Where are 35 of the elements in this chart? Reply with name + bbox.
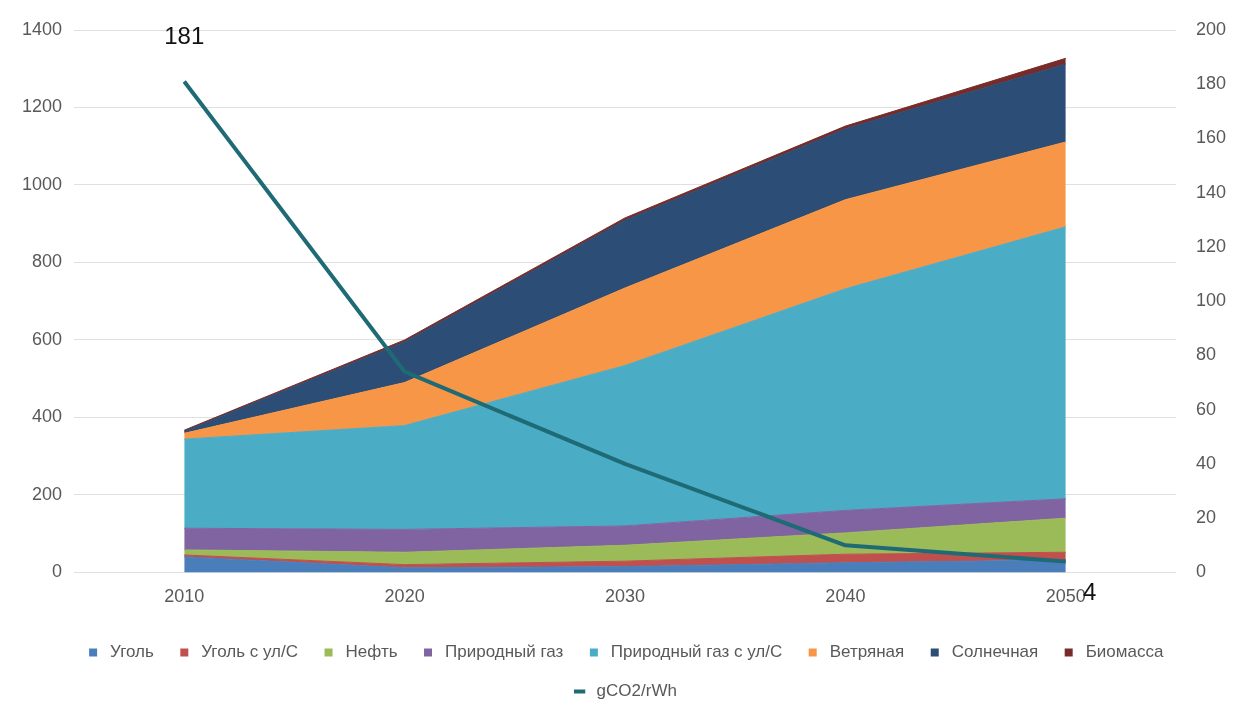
y2-tick-label: 40	[1195, 452, 1216, 473]
legend-label: Солнечная	[951, 642, 1039, 662]
data-label: 4	[1083, 578, 1097, 606]
x-tick-label: 2050	[1045, 586, 1086, 607]
legend-label: Природный газ	[445, 642, 564, 662]
y-tick-label: 400	[32, 406, 63, 427]
y2-tick-label: 120	[1195, 235, 1227, 256]
y2-tick-label: 80	[1195, 344, 1216, 365]
legend-label: Природный газ с ул/С	[610, 642, 783, 662]
y2-tick-label: 100	[1195, 290, 1227, 311]
x-tick-label: 2030	[604, 586, 646, 607]
legend-label: gCO2/rWh	[596, 681, 677, 701]
data-label: 181	[164, 22, 205, 50]
y2-tick-label: 160	[1195, 127, 1227, 148]
legend-label: Биомасса	[1085, 642, 1164, 662]
y2-tick-label: 180	[1195, 73, 1227, 94]
x-tick-label: 2020	[384, 586, 425, 607]
legend-label: Уголь	[110, 642, 154, 662]
x-tick-label: 2010	[164, 586, 205, 607]
y2-tick-label: 0	[1195, 561, 1206, 582]
y2-tick-label: 60	[1195, 398, 1216, 419]
x-tick-label: 2040	[825, 586, 866, 607]
legend-label: Уголь с ул/С	[201, 642, 299, 662]
y-tick-label: 1400	[22, 18, 63, 39]
y-tick-label: 0	[52, 561, 63, 582]
legend-label: Нефть	[345, 642, 398, 662]
y-tick-label: 1200	[22, 96, 63, 117]
y-tick-label: 1000	[22, 173, 63, 194]
y-tick-label: 800	[32, 251, 63, 272]
y-tick-label: 200	[32, 483, 63, 504]
y2-tick-label: 140	[1195, 181, 1227, 202]
y2-tick-label: 200	[1195, 18, 1227, 39]
y-tick-label: 600	[32, 328, 63, 349]
y2-tick-label: 20	[1195, 507, 1216, 528]
legend-label: Ветряная	[829, 642, 905, 662]
